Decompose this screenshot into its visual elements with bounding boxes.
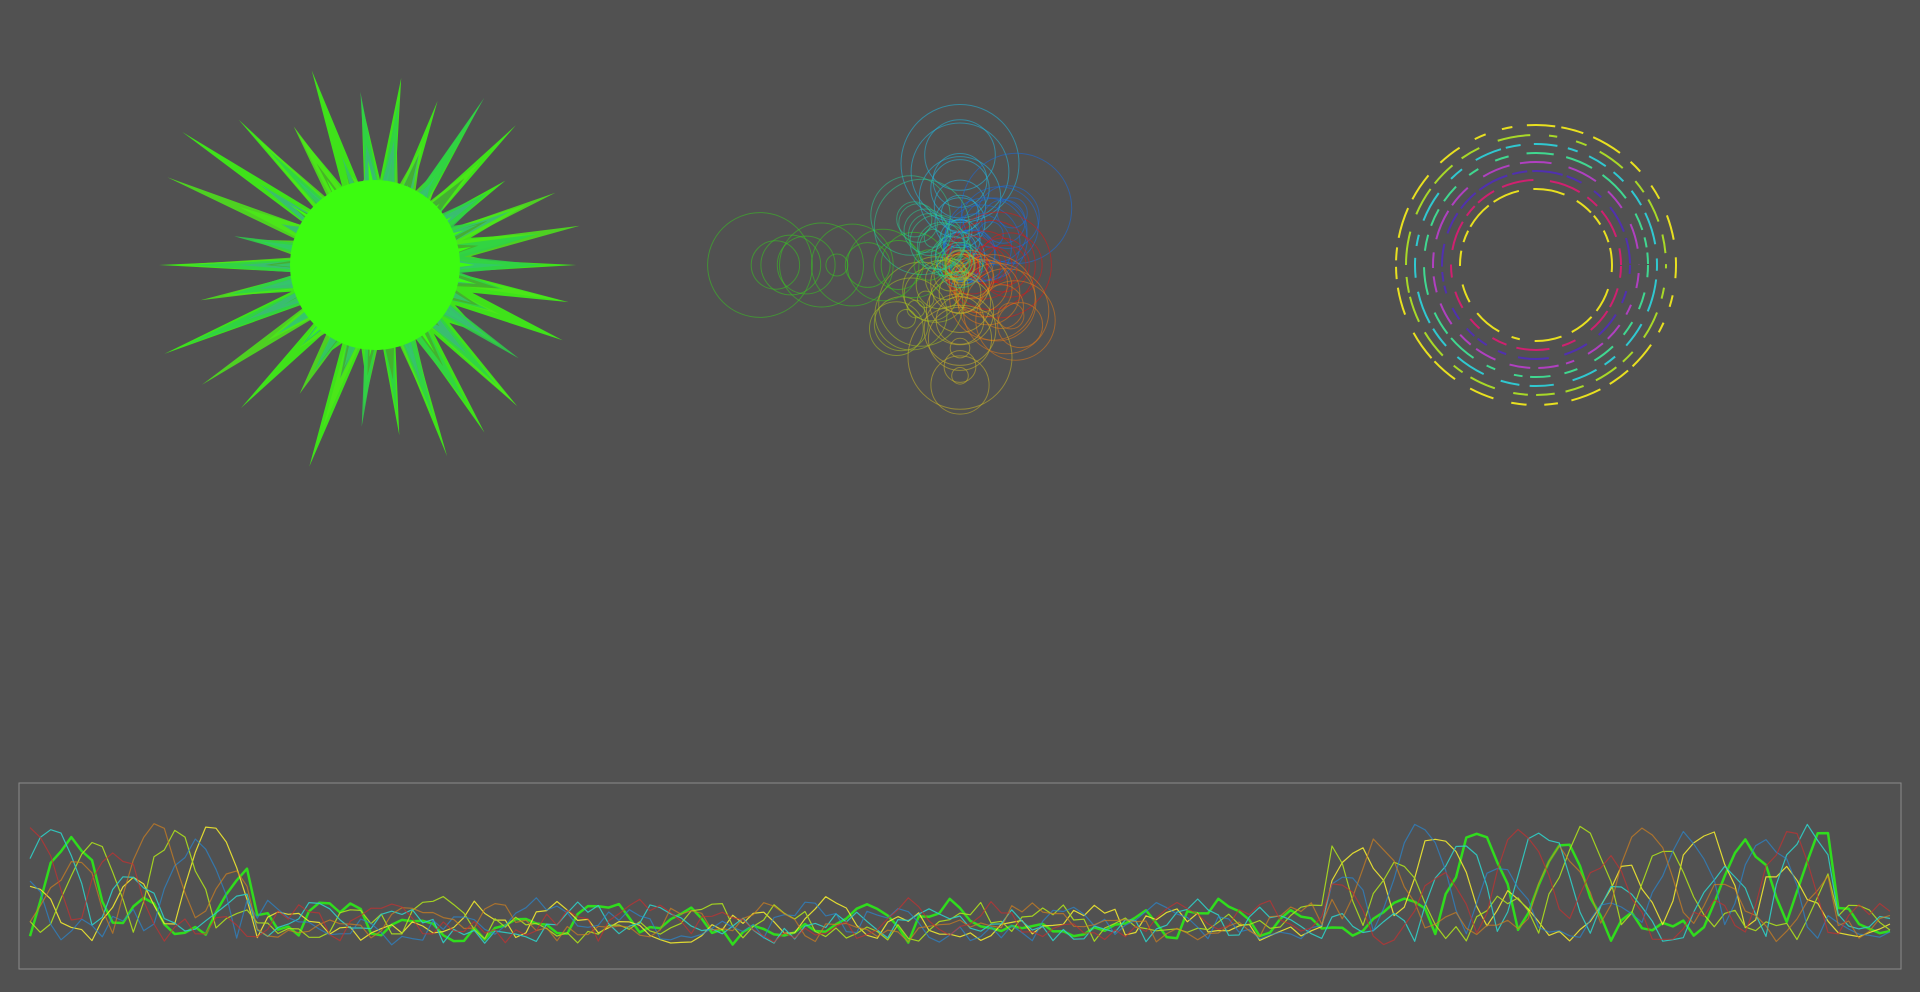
bubble-circle [918, 223, 972, 277]
bubble-circle [975, 280, 1056, 361]
bubble-circle [977, 221, 1004, 248]
bubble-circle [996, 197, 1028, 229]
bubble-circle [907, 304, 1013, 410]
bubble-circle [943, 350, 977, 383]
waveform-series [29, 827, 1891, 946]
bubble-circle [976, 247, 1013, 283]
waveform-series [29, 826, 1891, 944]
bubble-circle [760, 234, 822, 296]
bubble-circle [949, 337, 971, 359]
dashed-ring [1459, 188, 1613, 342]
bubble-circle [750, 240, 801, 290]
dashed-ring-stack [1395, 124, 1677, 406]
dashed-ring [1432, 161, 1640, 369]
spiky-blob [158, 70, 580, 467]
waveform-series [29, 823, 1891, 943]
waveform-series [29, 825, 1891, 944]
bubble-circle [977, 232, 1043, 298]
waveform-series [29, 823, 1891, 944]
bubble-circle [896, 201, 933, 238]
bubble-circle [846, 228, 920, 302]
bubble-circle [930, 235, 975, 280]
bubble-circle [938, 271, 982, 315]
bubble-circle [955, 260, 1021, 326]
bubble-circle [898, 203, 938, 243]
bubble-circle [874, 277, 948, 351]
bubble-circle [923, 293, 997, 366]
bubble-circle [941, 246, 971, 276]
bubble-circle [944, 249, 976, 281]
waveform-strip [18, 782, 1902, 970]
bubble-circle [825, 253, 849, 277]
dashed-ring [1450, 179, 1622, 351]
bubble-circle [963, 268, 1050, 355]
bubble-circle [957, 262, 1037, 342]
bubble-circle [707, 212, 813, 318]
bubble-circle [933, 258, 967, 292]
blob-core [290, 180, 460, 350]
bubble-circle [844, 242, 891, 288]
dashed-ring [1395, 124, 1677, 406]
bubble-circle [924, 119, 996, 191]
bubble-circle [997, 302, 1044, 349]
bubble-circle [967, 245, 1007, 285]
bubble-circle [930, 355, 990, 415]
waveform-series-group [28, 823, 1891, 946]
bubble-circle [779, 222, 864, 308]
bubble-circle [917, 290, 935, 308]
bubble-circle [896, 309, 917, 329]
bubble-circle [880, 231, 947, 299]
bubble-circle [873, 178, 971, 275]
bubble-circle [997, 302, 1025, 330]
bubble-circle [923, 228, 943, 248]
bubble-circle [913, 249, 945, 281]
bubble-circle [870, 175, 951, 256]
bubble-circle [776, 235, 836, 295]
waveform-frame [18, 782, 1902, 970]
bubble-circle [951, 367, 969, 385]
bubble-cluster [707, 104, 1073, 415]
dashed-ring [1423, 152, 1649, 378]
bubble-circle [908, 213, 951, 256]
bubble-circle [927, 306, 993, 371]
dashed-ring [1441, 170, 1631, 360]
dashed-ring [1414, 143, 1658, 387]
bubble-circle [869, 301, 924, 357]
bubble-circle [878, 261, 964, 347]
bubble-circle [915, 259, 966, 310]
bubble-circle [873, 296, 929, 352]
dashed-ring [1405, 134, 1667, 396]
bubble-circle [949, 254, 1008, 313]
bubble-circle [936, 241, 984, 289]
